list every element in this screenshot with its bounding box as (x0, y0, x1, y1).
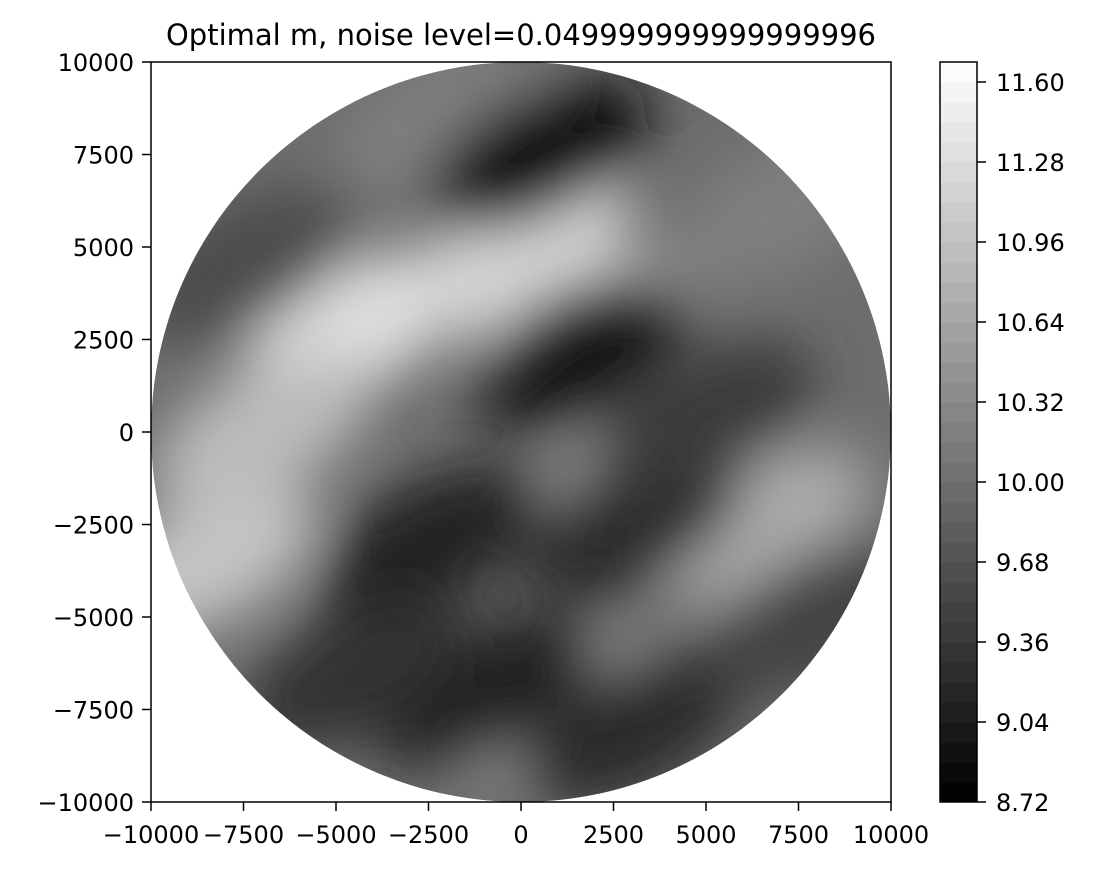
colorbar-tick-label: 10.64 (996, 309, 1065, 337)
field-feature (466, 273, 687, 428)
colorbar-tick-label: 10.32 (996, 389, 1065, 417)
field-feature (152, 354, 372, 510)
colorbar-band (940, 142, 977, 163)
field-features (151, 62, 891, 802)
colorbar-band (940, 402, 977, 423)
colorbar-band (940, 782, 977, 803)
colorbar-band (940, 622, 977, 643)
colorbar-band (940, 482, 977, 503)
colorbar-band (940, 562, 977, 583)
colorbar-tick-label: 10.00 (996, 469, 1065, 497)
colorbar-band (940, 182, 977, 203)
plot-area (150, 61, 892, 803)
colorbar-band (940, 302, 977, 323)
x-tick-label: 7500 (768, 821, 829, 849)
field-feature (337, 62, 557, 195)
colorbar-band (940, 502, 977, 523)
x-tick-label: 5000 (675, 821, 736, 849)
field-feature (374, 613, 594, 769)
colorbar-band (940, 462, 977, 483)
colorbar-band (940, 342, 977, 363)
field-feature (151, 188, 354, 343)
colorbar-band (940, 102, 977, 123)
y-tick-label: 0 (119, 419, 134, 447)
colorbar-band (940, 382, 977, 403)
x-tick-label: 2500 (583, 821, 644, 849)
colorbar-band (940, 742, 977, 763)
y-tick-label: 2500 (73, 327, 134, 355)
field-feature (411, 177, 631, 332)
colorbar: 11.60 11.28 10.96 10.64 10.32 10.00 9.68 9.36 9.… (939, 61, 1065, 817)
colorbar-band (940, 422, 977, 443)
colorbar-band (940, 82, 977, 103)
y-tick-label: 5000 (73, 234, 134, 262)
colorbar-band (940, 662, 977, 683)
colorbar-band (940, 642, 977, 663)
field-feature (596, 339, 816, 495)
colorbar-band (940, 222, 977, 243)
colorbar-band (940, 262, 977, 283)
field-feature (429, 77, 650, 232)
colorbar-band (940, 702, 977, 723)
colorbar-band (940, 542, 977, 563)
colorbar-band (940, 242, 977, 263)
field-feature (651, 447, 872, 602)
x-tick-label: 0 (513, 821, 528, 849)
y-tick-label: −2500 (53, 512, 134, 540)
colorbar-band (940, 762, 977, 783)
colorbar-ticks: 11.60 11.28 10.96 10.64 10.32 10.00 9.68 9.36 9.… (977, 69, 1065, 817)
colorbar-tick-label: 8.72 (996, 789, 1049, 817)
x-tick-label: −5000 (295, 821, 376, 849)
colorbar-band (940, 682, 977, 703)
y-tick-label: −7500 (53, 697, 134, 725)
colorbar-band (940, 442, 977, 463)
y-axis: 10000 7500 5000 2500 0 −2500 −5000 −7500 −10000 (38, 49, 151, 817)
colorbar-band (940, 362, 977, 383)
colorbar-band (940, 62, 977, 83)
colorbar-tick-label: 11.28 (996, 149, 1065, 177)
field-feature (522, 650, 742, 802)
colorbar-band (940, 582, 977, 603)
x-tick-label: −2500 (388, 821, 469, 849)
y-tick-label: 10000 (58, 49, 134, 77)
colorbar-tick-label: 9.36 (996, 629, 1049, 657)
colorbar-band (940, 282, 977, 303)
x-axis: −10000 −7500 −5000 −2500 0 2500 5000 7500 10000 (103, 802, 929, 849)
colorbar-band (940, 322, 977, 343)
field-feature (244, 595, 465, 750)
x-tick-label: 10000 (853, 821, 929, 849)
colorbar-tick-label: 11.60 (996, 69, 1065, 97)
colorbar-bands (940, 62, 977, 803)
colorbar-band (940, 522, 977, 543)
y-tick-label: −10000 (38, 789, 134, 817)
colorbar-frame (939, 61, 978, 803)
chart-title: Optimal m, noise level=0.049999999999999… (166, 18, 876, 52)
colorbar-band (940, 722, 977, 743)
colorbar-band (940, 202, 977, 223)
colorbar-tick-label: 9.04 (996, 709, 1049, 737)
x-tick-label: −7500 (203, 821, 284, 849)
y-tick-label: −5000 (53, 604, 134, 632)
field-feature (318, 465, 539, 621)
y-tick-label: 7500 (73, 142, 134, 170)
colorbar-tick-label: 10.96 (996, 229, 1065, 257)
colorbar-band (940, 162, 977, 183)
colorbar-band (940, 122, 977, 143)
x-tick-label: −10000 (103, 821, 199, 849)
colorbar-band (940, 602, 977, 623)
colorbar-tick-label: 9.68 (996, 549, 1049, 577)
